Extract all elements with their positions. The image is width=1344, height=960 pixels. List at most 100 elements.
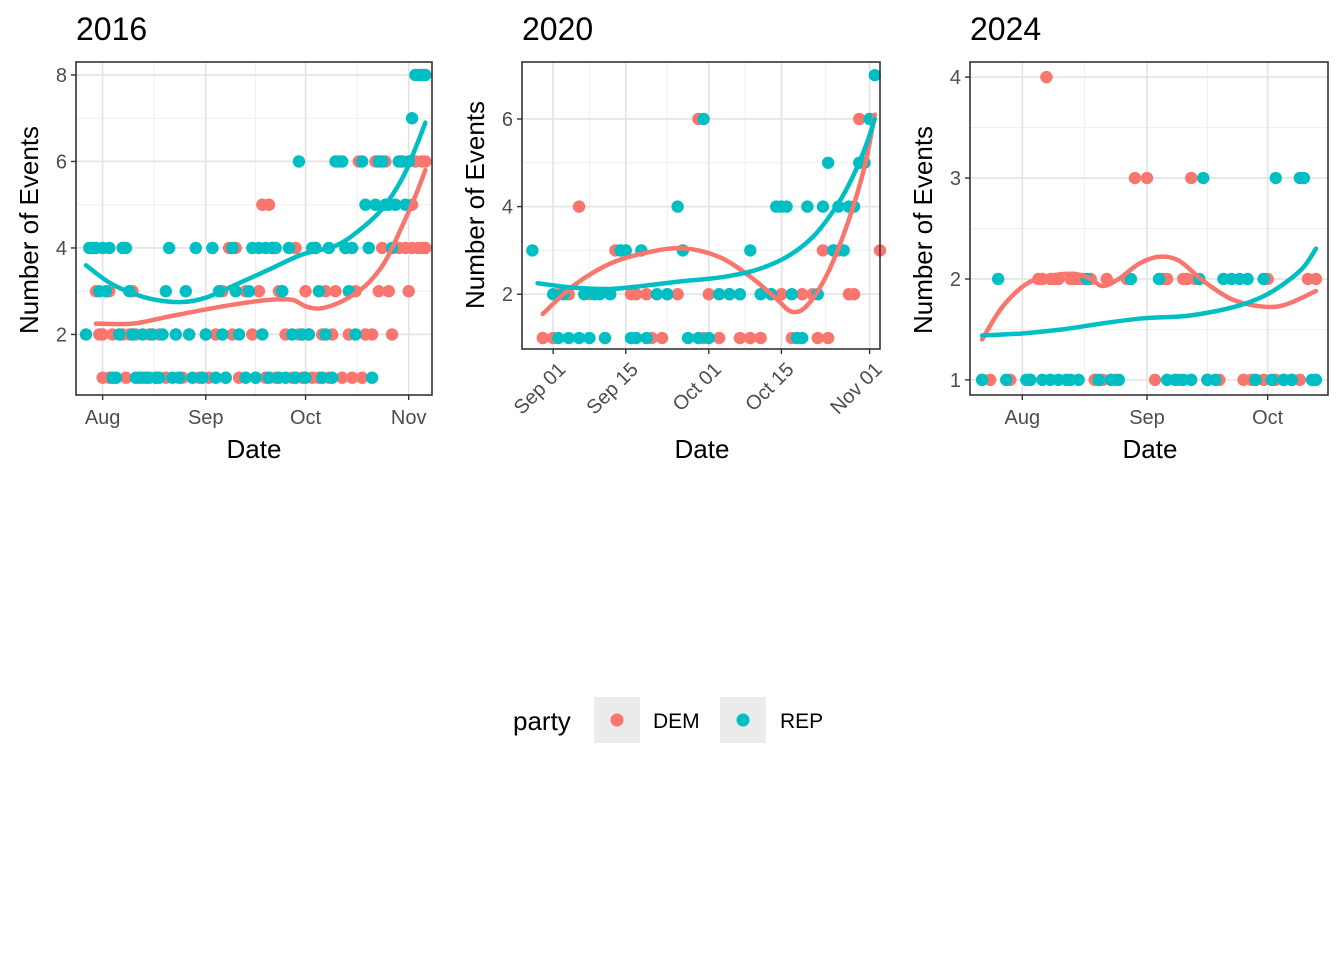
- data-point-rep: [697, 112, 710, 126]
- data-point-rep: [362, 241, 375, 255]
- data-point-rep: [159, 285, 173, 298]
- y-tick-label: 4: [950, 67, 961, 89]
- data-point-rep: [578, 288, 591, 301]
- data-point-rep: [629, 331, 643, 345]
- plot-background-2016: [76, 62, 432, 395]
- plot-area-2020: 2 4 6 Sep 01 Sep 15 Oct 01 Oct 15 Nov 01: [502, 61, 887, 419]
- plot-area-2024: 1 2 3 4 Aug Sep Oct: [950, 61, 1329, 429]
- smooth-line-dem: [540, 112, 878, 317]
- plot-border-2020: [521, 61, 881, 350]
- data-point-dem: [754, 331, 767, 345]
- data-point-rep: [744, 244, 757, 257]
- data-point-rep: [801, 200, 814, 213]
- data-point-dem: [372, 285, 385, 298]
- data-point-dem: [712, 331, 726, 345]
- data-point-rep: [1257, 272, 1270, 286]
- legend: party DEM REP: [513, 697, 823, 743]
- data-point-rep: [661, 288, 674, 301]
- x-axis-title-2020: Date: [675, 434, 730, 464]
- data-point-dem: [329, 285, 342, 298]
- data-point-rep: [325, 371, 339, 384]
- data-point-rep: [276, 285, 289, 298]
- data-point-rep: [692, 331, 705, 345]
- data-point-rep: [256, 328, 269, 341]
- panel-title-2020: 2020: [522, 11, 593, 47]
- data-point-rep: [572, 331, 586, 345]
- data-point-dem: [96, 328, 109, 341]
- data-point-rep: [975, 373, 989, 387]
- data-point-dem: [365, 328, 379, 341]
- data-point-rep: [1269, 171, 1282, 185]
- data-point-rep: [182, 328, 196, 341]
- smooth-line-rep: [83, 120, 428, 305]
- data-point-rep: [1072, 373, 1085, 387]
- data-point-rep: [681, 331, 695, 345]
- data-point-rep: [239, 371, 252, 384]
- data-point-rep: [640, 331, 653, 345]
- data-point-rep: [189, 241, 202, 255]
- plot-border-2016: [75, 61, 433, 396]
- panel-2020: 2020 Date Number of Events 2 4 6 Sep 01 Sep …: [460, 11, 887, 464]
- data-point-rep: [1265, 373, 1278, 387]
- data-point-rep: [162, 241, 176, 255]
- panel-title-2024: 2024: [970, 11, 1041, 47]
- data-point-rep: [359, 198, 372, 211]
- x-tick-label: Oct 15: [741, 359, 798, 416]
- y-tick-label: 8: [56, 65, 67, 87]
- y-axis-title-2024: Number of Events: [908, 126, 938, 334]
- data-point-rep: [868, 68, 882, 82]
- data-point-dem: [775, 288, 788, 301]
- data-point-rep: [179, 285, 192, 298]
- data-point-dem: [419, 155, 432, 168]
- data-point-rep: [262, 371, 276, 384]
- y-tick-label: 2: [502, 284, 513, 306]
- data-point-rep: [785, 288, 798, 301]
- data-point-dem: [262, 198, 276, 211]
- x-tick-label: Aug: [1004, 407, 1040, 429]
- data-point-dem: [671, 288, 684, 301]
- data-point-rep: [552, 331, 565, 345]
- data-point-rep: [279, 371, 292, 384]
- series-rep-points: [79, 68, 432, 384]
- data-point-dem: [655, 331, 669, 345]
- data-point-rep: [1112, 373, 1126, 387]
- data-point-dem: [119, 371, 133, 384]
- data-point-rep: [282, 241, 296, 255]
- plot-border-2024: [969, 61, 1329, 396]
- data-point-rep: [292, 155, 306, 168]
- panel-title-2016: 2016: [76, 11, 147, 47]
- data-point-rep: [405, 112, 419, 125]
- data-point-rep: [419, 68, 432, 82]
- data-point-rep: [754, 288, 767, 301]
- data-point-dem: [1309, 272, 1323, 286]
- data-point-dem: [816, 244, 830, 257]
- data-point-dem: [402, 285, 415, 298]
- data-point-rep: [355, 155, 369, 168]
- y-axis-title-2020: Number of Events: [460, 101, 490, 309]
- data-point-dem: [419, 241, 432, 255]
- legend-swatch-rep: [736, 713, 750, 727]
- data-point-rep: [712, 288, 726, 301]
- data-point-rep: [816, 200, 830, 213]
- data-point-dem: [744, 331, 757, 345]
- x-tick-label: Sep 01: [510, 359, 570, 419]
- data-point-dem: [246, 328, 259, 341]
- data-point-rep: [319, 328, 332, 341]
- panel-2016: 2016 Date Number of Events 2 4 6 8 Aug Sep Oct…: [14, 11, 433, 464]
- data-point-rep: [1285, 373, 1298, 387]
- y-tick-label: 6: [502, 109, 513, 131]
- data-point-rep: [216, 328, 229, 341]
- data-point-rep: [619, 244, 632, 257]
- data-point-rep: [345, 241, 359, 255]
- data-point-dem: [795, 288, 809, 301]
- data-point-rep: [369, 198, 382, 211]
- y-tick-label: 3: [950, 168, 961, 190]
- data-point-rep: [991, 272, 1005, 286]
- legend-title: party: [513, 706, 571, 736]
- data-point-rep: [172, 371, 186, 384]
- y-tick-label: 6: [56, 151, 67, 173]
- x-tick-label: Aug: [85, 407, 121, 429]
- data-point-rep: [1092, 373, 1105, 387]
- data-point-dem: [252, 285, 266, 298]
- data-point-dem: [1128, 171, 1142, 185]
